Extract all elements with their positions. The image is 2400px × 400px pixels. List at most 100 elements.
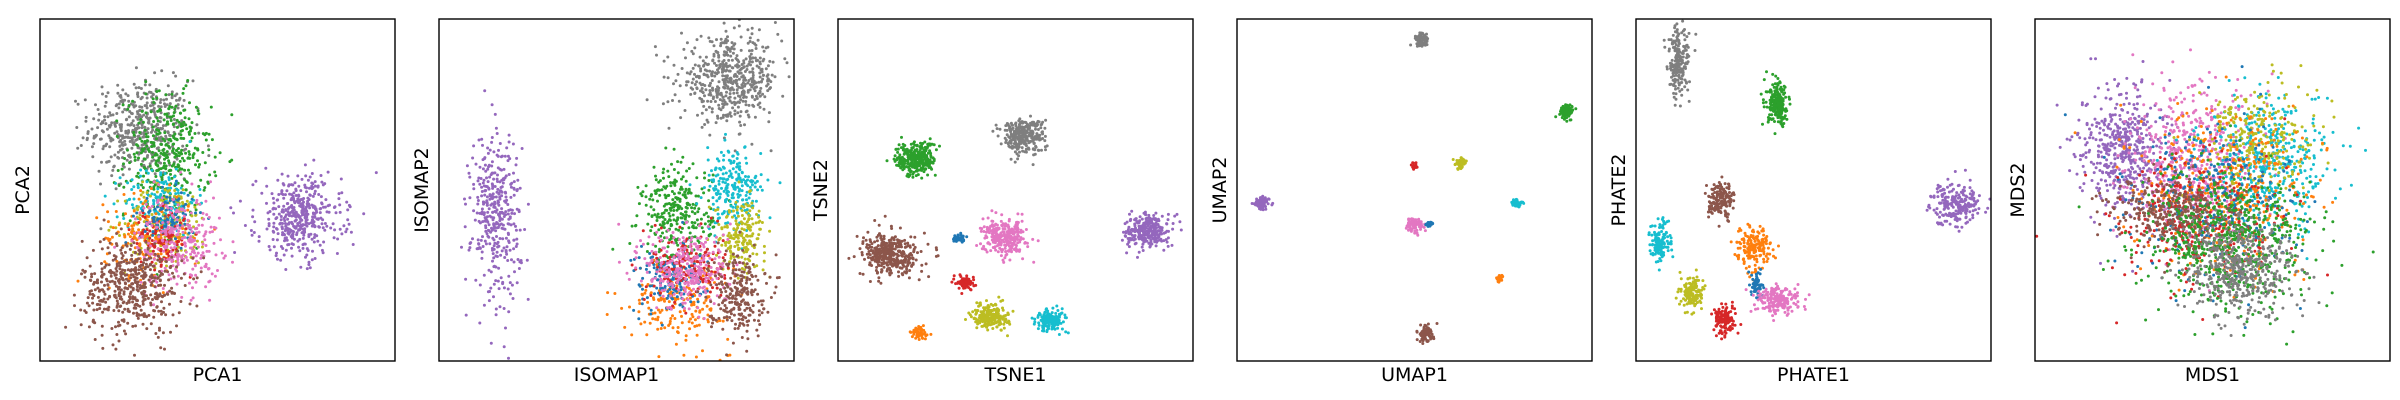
data-point — [106, 287, 110, 291]
data-point — [688, 327, 692, 331]
data-point — [158, 116, 162, 119]
data-point — [742, 59, 746, 63]
data-point — [630, 263, 634, 267]
data-point — [507, 274, 511, 278]
data-point — [728, 353, 732, 357]
data-point — [184, 244, 187, 248]
data-point — [145, 196, 149, 200]
data-point — [704, 108, 708, 112]
data-point — [183, 284, 187, 287]
data-point — [496, 180, 499, 183]
data-point — [126, 181, 130, 185]
data-point — [726, 238, 730, 241]
data-point — [498, 189, 502, 193]
data-point — [108, 111, 112, 115]
data-point — [189, 235, 193, 239]
data-point — [698, 81, 702, 85]
data-point — [735, 157, 739, 160]
data-point — [150, 204, 154, 208]
data-point — [652, 266, 656, 270]
data-point — [671, 326, 675, 330]
data-point — [197, 230, 201, 234]
data-point — [757, 233, 761, 237]
data-point — [302, 200, 305, 204]
data-point — [128, 247, 132, 251]
data-point — [189, 240, 193, 244]
data-point — [183, 209, 187, 213]
data-point — [737, 24, 741, 28]
data-point — [188, 140, 192, 144]
data-point — [228, 160, 232, 164]
data-point — [678, 84, 682, 88]
data-point — [85, 136, 89, 140]
data-point — [685, 237, 689, 241]
data-point — [754, 174, 758, 178]
data-point — [165, 182, 169, 186]
data-point — [117, 309, 121, 313]
data-point — [776, 32, 780, 36]
data-point — [768, 229, 772, 233]
data-point — [708, 89, 712, 92]
data-point — [756, 188, 760, 192]
data-point — [666, 280, 670, 284]
data-point — [720, 243, 724, 247]
data-point — [137, 231, 141, 235]
data-point — [198, 202, 202, 206]
data-point — [711, 58, 715, 62]
data-point — [730, 58, 734, 62]
data-point — [84, 115, 88, 119]
data-point — [271, 207, 275, 211]
data-point — [729, 76, 733, 80]
data-point — [700, 87, 704, 90]
data-point — [208, 230, 212, 234]
data-point — [725, 184, 729, 188]
data-point — [132, 152, 136, 156]
data-point — [127, 130, 131, 134]
data-point — [297, 245, 301, 249]
data-point — [690, 49, 694, 53]
data-point — [159, 230, 163, 234]
data-point — [142, 275, 146, 279]
data-point — [151, 97, 155, 101]
data-point — [137, 257, 140, 261]
data-point — [146, 135, 150, 139]
data-point — [647, 306, 651, 310]
data-point — [164, 93, 168, 97]
data-point — [755, 252, 759, 256]
data-point — [292, 224, 296, 228]
data-point — [195, 239, 199, 243]
data-point — [294, 194, 298, 197]
data-point — [649, 312, 653, 316]
data-point — [283, 215, 287, 219]
data-point — [302, 233, 306, 237]
cluster-purple — [460, 89, 530, 360]
data-point — [718, 98, 722, 102]
data-point — [494, 195, 498, 199]
data-point — [487, 235, 491, 239]
data-point — [678, 310, 682, 314]
data-point — [128, 161, 132, 165]
data-point — [706, 99, 710, 103]
data-point — [296, 239, 300, 243]
data-point — [701, 83, 705, 86]
data-point — [668, 207, 672, 210]
data-point — [204, 230, 208, 234]
data-point — [478, 283, 482, 287]
data-point — [163, 172, 167, 175]
data-point — [693, 221, 697, 225]
data-point — [495, 208, 499, 212]
data-point — [257, 235, 261, 239]
data-point — [173, 175, 176, 179]
data-point — [502, 345, 506, 349]
data-point — [308, 266, 312, 270]
data-point — [158, 328, 161, 332]
data-point — [503, 227, 507, 231]
data-point — [515, 188, 519, 191]
data-point — [735, 211, 739, 215]
data-point — [481, 167, 485, 171]
data-point — [114, 325, 117, 329]
data-point — [132, 197, 136, 201]
data-point — [140, 291, 144, 295]
data-point — [105, 307, 109, 311]
data-point — [746, 204, 750, 208]
